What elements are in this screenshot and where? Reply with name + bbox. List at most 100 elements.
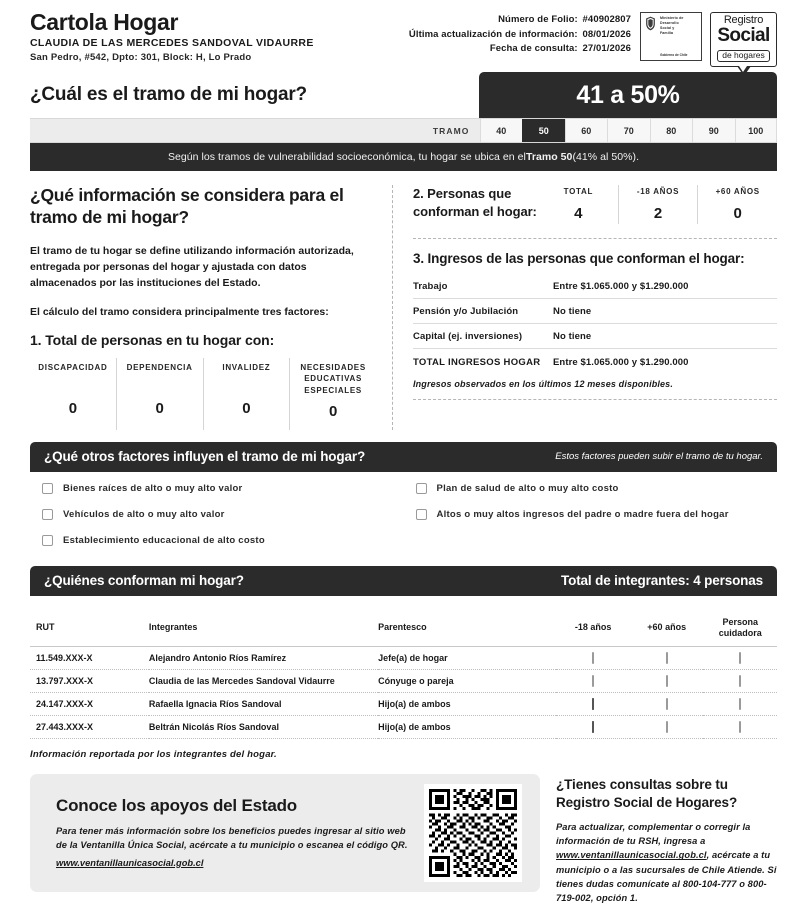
checkbox-icon[interactable]	[592, 675, 595, 688]
factor-checkbox-ingresos-padre-madre[interactable]: Altos o muy altos ingresos del padre o m…	[404, 502, 778, 528]
apoyos-estado-body: Para tener más información sobre los ben…	[56, 825, 408, 850]
tramo-scale: TRAMO 40 50 60 70 80 90 100	[30, 118, 777, 143]
consultas-body-part-2: , acércate a tu municipio o a las sucurs…	[556, 850, 777, 903]
factor-checkbox-bienes-raices[interactable]: Bienes raíces de alto o muy alto valor	[30, 476, 404, 502]
query-date-row: Fecha de consulta: 27/01/2026	[409, 42, 631, 57]
income-total-label: TOTAL INGRESOS HOGAR	[413, 357, 541, 368]
checkbox-icon[interactable]	[665, 698, 668, 711]
income-capital-value: No tiene	[553, 323, 777, 349]
folio-row: Número de Folio: #40902807	[409, 13, 631, 28]
ministerio-line-1: Ministerio de	[660, 16, 684, 20]
member-relation: Hijo(a) de ambos	[378, 715, 557, 740]
tramo-badge: 41 a 50%	[479, 72, 777, 118]
factor-checkbox-plan-salud[interactable]: Plan de salud de alto o muy alto costo	[404, 476, 778, 502]
member-relation: Cónyuge o pareja	[378, 669, 557, 694]
tramo-cell-80[interactable]: 80	[649, 119, 692, 142]
checkbox-icon[interactable]	[739, 721, 742, 734]
checkbox-icon[interactable]	[42, 535, 53, 547]
stat-under-18-label: -18 AÑOS	[636, 187, 680, 196]
tramo-cell-100[interactable]: 100	[734, 119, 777, 142]
factor-checkbox-vehiculos[interactable]: Vehículos de alto o muy alto valor	[30, 502, 404, 528]
checkbox-checked-icon[interactable]	[592, 721, 595, 734]
tramo-scale-spacer	[30, 119, 433, 142]
checkbox-icon[interactable]	[665, 721, 668, 734]
ministerio-line-3: Social y	[660, 25, 675, 30]
checkbox-icon[interactable]	[42, 483, 53, 495]
rsh-line-de-hogares: de hogares	[717, 49, 770, 62]
checkbox-icon[interactable]	[739, 698, 742, 711]
factor-invalidez-label: INVALIDEZ	[222, 362, 271, 372]
income-title: 3. Ingresos de las personas que conforma…	[413, 251, 745, 266]
checkbox-icon[interactable]	[739, 652, 742, 665]
stat-total-label: TOTAL	[563, 187, 594, 196]
member-relation: Jefe(a) de hogar	[378, 646, 557, 671]
checkbox-icon[interactable]	[42, 509, 53, 521]
apoyos-estado-title: Conoce los apoyos del Estado	[56, 795, 297, 815]
checkbox-icon[interactable]	[665, 675, 668, 688]
map-pin-icon	[736, 65, 751, 76]
tramo-note-suffix: (41% al 50%).	[572, 151, 640, 163]
member-name: Alejandro Antonio Ríos Ramírez	[148, 646, 379, 671]
factor-dependencia-label: DEPENDENCIA	[126, 362, 193, 372]
tramo-cell-50[interactable]: 50	[522, 119, 565, 142]
consultas-link[interactable]: www.ventanillaunicasocial.gob.cl	[556, 850, 707, 861]
stat-over-60: +60 AÑOS 0	[697, 185, 777, 224]
income-pension-value: No tiene	[553, 298, 777, 324]
tramo-cell-90[interactable]: 90	[692, 119, 735, 142]
other-factors-title: ¿Qué otros factores influyen el tramo de…	[44, 449, 366, 465]
factor-necesidades-educativas-value: 0	[328, 402, 338, 420]
document-metadata: Número de Folio: #40902807 Última actual…	[409, 12, 631, 57]
member-name: Claudia de las Mercedes Sandoval Vidaurr…	[148, 669, 379, 694]
factor-checkbox-label: Bienes raíces de alto o muy alto valor	[63, 483, 243, 495]
checkbox-icon[interactable]	[739, 675, 742, 688]
people-summary-title: 2. Personas que conforman el hogar:	[413, 186, 537, 219]
tramo-section: ¿Cuál es el tramo de mi hogar? 41 a 50% …	[30, 72, 777, 171]
info-right-column: 2. Personas que conforman el hogar: TOTA…	[393, 185, 777, 430]
other-factors-checkbox-grid: Bienes raíces de alto o muy alto valor P…	[30, 472, 777, 554]
checkbox-icon[interactable]	[415, 509, 427, 521]
factor-grid: DISCAPACIDAD 0 DEPENDENCIA 0 INVALIDEZ 0…	[30, 357, 376, 430]
factor-checkbox-label: Plan de salud de alto o muy alto costo	[436, 483, 619, 495]
ventanilla-unica-link[interactable]: www.ventanillaunicasocial.gob.cl	[56, 857, 204, 868]
member-name: Rafaella Ignacia Ríos Sandoval	[148, 692, 379, 717]
stat-total-value: 4	[574, 205, 583, 222]
checkbox-checked-icon[interactable]	[592, 698, 595, 711]
column-header-rut: RUT	[30, 609, 149, 648]
factor-checkbox-label: Vehículos de alto o muy alto valor	[63, 509, 225, 521]
header-meta-and-logos: Número de Folio: #40902807 Última actual…	[409, 8, 777, 76]
other-factors-panel: ¿Qué otros factores influyen el tramo de…	[30, 441, 777, 554]
income-row-pension: Pensión y/o Jubilación No tiene	[413, 298, 777, 324]
table-row: 24.147.XXX-X Rafaella Ignacia Ríos Sando…	[30, 692, 777, 717]
factor-necesidades-educativas-label: NECESIDADES EDUCATIVAS ESPECIALES	[300, 362, 366, 395]
income-trabajo-value: Entre $1.065.000 y $1.290.000	[553, 274, 777, 299]
qr-code[interactable]	[424, 784, 522, 883]
other-factors-note: Estos factores pueden subir el tramo de …	[555, 451, 763, 463]
tramo-cell-40[interactable]: 40	[479, 119, 522, 142]
info-question-title: ¿Qué información se considera para el tr…	[30, 185, 344, 227]
tramo-cell-60[interactable]: 60	[564, 119, 607, 142]
escudo-chile-icon	[646, 16, 655, 31]
person-name: CLAUDIA DE LAS MERCEDES SANDOVAL VIDAURR…	[30, 37, 314, 50]
factor-necesidades-educativas: NECESIDADES EDUCATIVAS ESPECIALES 0	[289, 357, 376, 430]
members-panel: ¿Quiénes conforman mi hogar? Total de in…	[30, 565, 777, 760]
last-update-label: Última actualización de información:	[408, 28, 578, 40]
tramo-question: ¿Cuál es el tramo de mi hogar?	[30, 84, 307, 105]
member-under-18-cell	[556, 669, 630, 694]
document-header: Cartola Hogar CLAUDIA DE LAS MERCEDES SA…	[30, 0, 777, 76]
factor-checkbox-label: Establecimiento educacional de alto cost…	[63, 535, 265, 547]
checkbox-icon[interactable]	[592, 652, 595, 665]
tramo-cell-70[interactable]: 70	[607, 119, 650, 142]
factor-checkbox-establecimiento-educacional[interactable]: Establecimiento educacional de alto cost…	[30, 528, 404, 554]
query-date-value: 27/01/2026	[582, 43, 631, 55]
stat-over-60-value: 0	[733, 205, 742, 222]
checkbox-icon[interactable]	[415, 483, 427, 495]
tramo-scale-cells: 40 50 60 70 80 90 100	[479, 119, 777, 142]
income-capital-label: Capital (ej. inversiones)	[413, 323, 553, 349]
factor-invalidez: INVALIDEZ 0	[202, 357, 290, 430]
stat-under-18: -18 AÑOS 2	[617, 185, 698, 224]
rsh-line-social: Social	[717, 24, 770, 46]
table-row: 13.797.XXX-X Claudia de las Mercedes San…	[30, 669, 777, 694]
member-over-60-cell	[629, 692, 704, 717]
checkbox-icon[interactable]	[665, 652, 668, 665]
info-paragraph-1: El tramo de tu hogar se define utilizand…	[30, 244, 354, 290]
